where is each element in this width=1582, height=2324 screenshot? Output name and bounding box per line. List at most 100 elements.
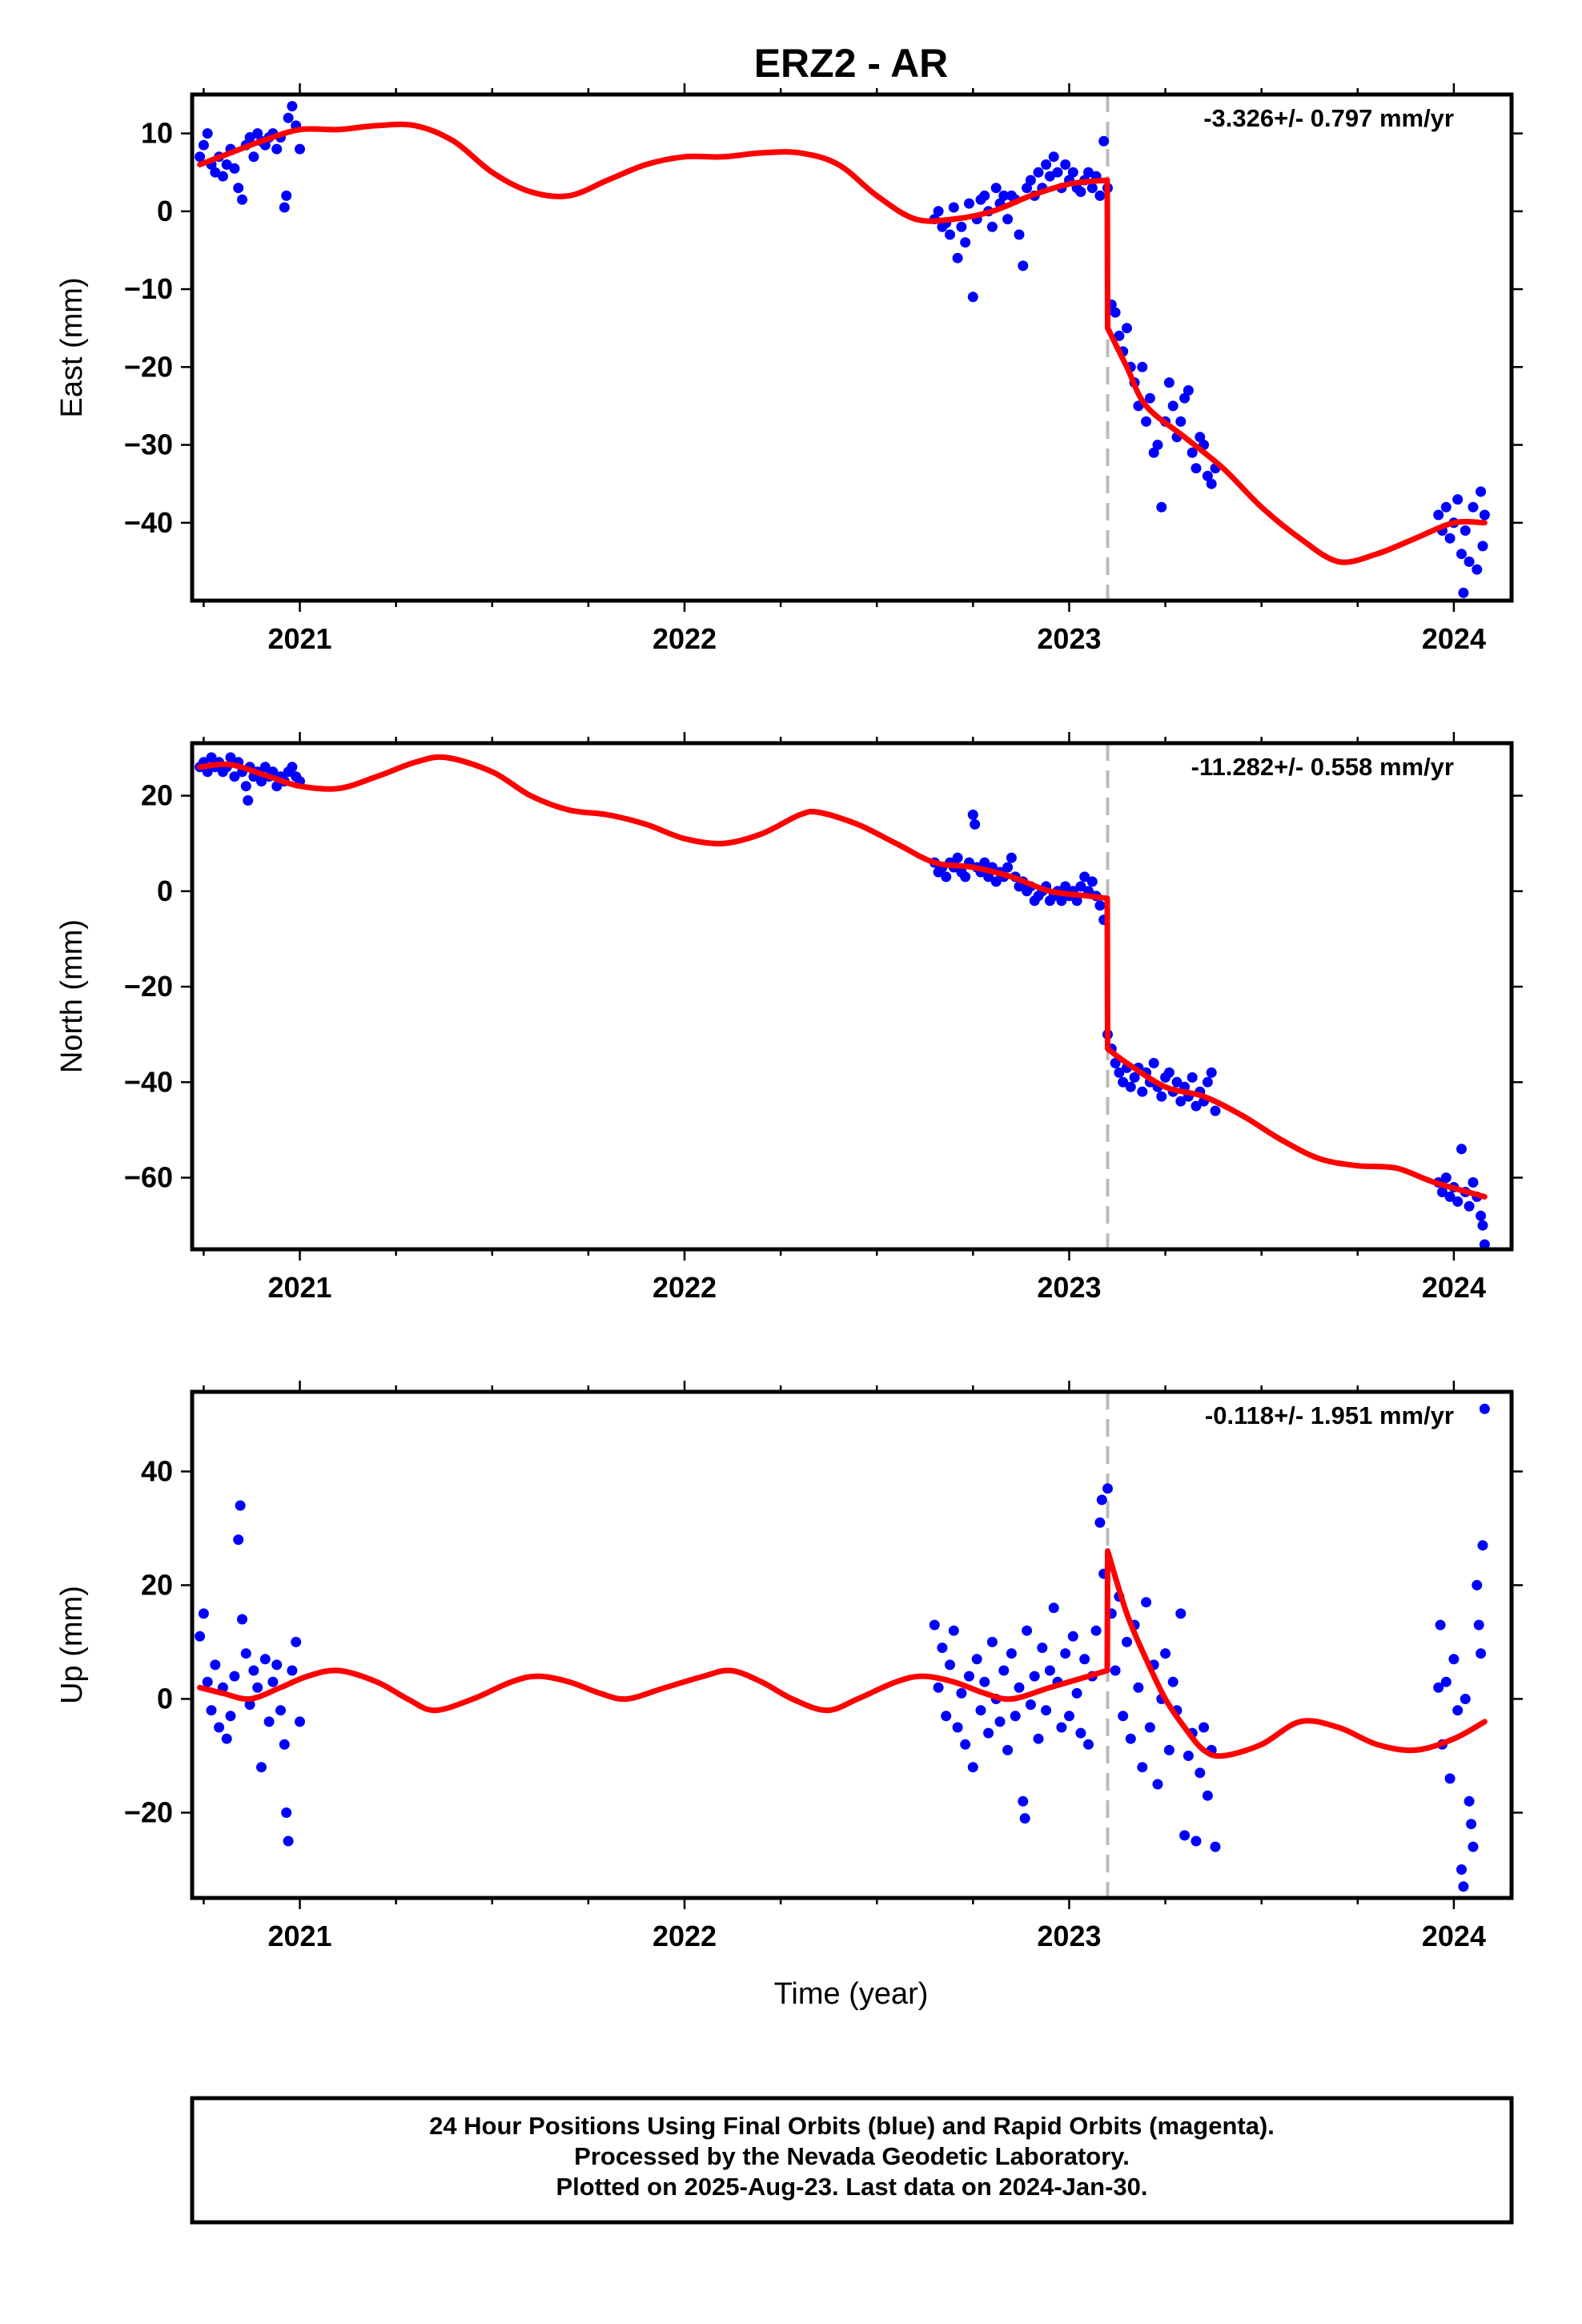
north-y-tick-label: 20 [141, 779, 173, 812]
east-data-point [1167, 400, 1178, 412]
east-y-tick-label: −40 [124, 506, 173, 539]
up-data-point [279, 1739, 290, 1750]
up-data-point [1182, 1751, 1194, 1761]
east-rate-label: -3.326+/- 0.797 mm/yr [1203, 104, 1454, 132]
up-data-point [964, 1671, 974, 1682]
up-data-point [225, 1711, 236, 1722]
east-data-point [1075, 187, 1086, 197]
north-data-point [979, 857, 990, 868]
north-data-point [287, 762, 298, 773]
up-data-point [1010, 1711, 1021, 1722]
up-data-point [975, 1705, 986, 1716]
up-data-point [1167, 1676, 1178, 1687]
up-data-point [1075, 1727, 1086, 1739]
up-data-point [252, 1682, 263, 1693]
up-data-point [1195, 1767, 1206, 1779]
east-data-point [248, 151, 259, 163]
east-data-point [1094, 190, 1106, 201]
north-data-point [225, 752, 236, 763]
north-data-point [941, 871, 952, 883]
east-data-point [933, 206, 944, 217]
up-data-point [929, 1619, 940, 1630]
north-data-point [990, 876, 1002, 887]
up-data-point [263, 1716, 275, 1727]
east-model-curve [197, 121, 1488, 565]
up-data-point [1444, 1773, 1456, 1784]
east-x-tick-label: 2021 [267, 622, 331, 655]
up-data-point [1067, 1630, 1078, 1642]
up-data-point [956, 1687, 967, 1699]
up-x-tick-label: 2022 [652, 1920, 717, 1952]
up-data-point [1175, 1608, 1186, 1619]
north-data-point [1452, 1196, 1464, 1207]
up-y-tick-label: 0 [157, 1682, 173, 1715]
north-x-tick-label: 2021 [267, 1271, 331, 1304]
up-rate-label: -0.118+/- 1.951 mm/yr [1205, 1401, 1454, 1429]
north-data-point [952, 852, 963, 863]
up-data-point [986, 1636, 998, 1647]
north-data-point [243, 795, 254, 806]
east-data-point [1156, 501, 1167, 513]
north-data-point [259, 762, 271, 773]
up-plot-frame [190, 1389, 1514, 1900]
east-data-point [1052, 167, 1063, 178]
up-data-point [1110, 1665, 1121, 1676]
up-data-point [967, 1762, 978, 1773]
east-data-point [1025, 175, 1036, 186]
up-data-point [1122, 1636, 1132, 1647]
east-data-point [1110, 307, 1121, 318]
up-data-point [1090, 1625, 1102, 1636]
east-data-point [1179, 392, 1191, 404]
east-data-point [1206, 478, 1217, 489]
east-data-point [960, 237, 971, 248]
east-data-point [945, 229, 955, 240]
north-data-point [1125, 1081, 1136, 1092]
up-data-point [1071, 1687, 1082, 1699]
east-data-point [1086, 183, 1098, 194]
up-data-point [945, 1659, 955, 1671]
up-data-point [1037, 1642, 1048, 1654]
north-data-point [1456, 1144, 1467, 1155]
north-x-tick-label: 2023 [1037, 1271, 1101, 1304]
up-data-point [1064, 1711, 1074, 1722]
east-data-point [956, 221, 967, 232]
east-data-point [1148, 447, 1159, 458]
north-data-point [1440, 1172, 1452, 1184]
north-data-point [1468, 1177, 1479, 1188]
north-data-point [1075, 881, 1086, 892]
north-x-tick-label: 2022 [652, 1271, 717, 1304]
up-x-tick-label: 2023 [1037, 1920, 1101, 1952]
up-data-point [1160, 1648, 1171, 1659]
north-data-point [1056, 895, 1067, 907]
east-data-point [233, 183, 244, 194]
east-data-point [1018, 260, 1029, 271]
east-data-point [198, 139, 209, 151]
north-data-point [1477, 1220, 1488, 1231]
east-data-point [979, 190, 990, 201]
north-data-point [1086, 876, 1098, 887]
east-data-point [210, 167, 221, 178]
up-data-point [1460, 1694, 1471, 1704]
north-data-point [1129, 1072, 1140, 1083]
north-data-point [1110, 1058, 1121, 1068]
east-data-point [229, 163, 240, 174]
north-data-point [967, 809, 978, 820]
east-data-point [1137, 361, 1148, 372]
north-data-point [1464, 1200, 1475, 1212]
north-rate-label: -11.282+/- 0.558 mm/yr [1191, 753, 1454, 781]
east-data-point [1044, 171, 1055, 182]
north-data-point [1476, 1210, 1487, 1221]
east-y-tick-label: 10 [141, 117, 173, 150]
east-data-point [1114, 330, 1125, 341]
east-data-point [1433, 509, 1444, 521]
east-data-point [1048, 151, 1059, 163]
east-y-tick-label: −30 [124, 428, 173, 461]
up-data-point [1025, 1699, 1036, 1711]
east-data-point [1479, 509, 1490, 521]
north-data-point [1191, 1100, 1202, 1112]
east-data-point [283, 112, 294, 123]
footer-box: 24 Hour Positions Using Final Orbits (bl… [190, 2096, 1514, 2225]
north-data-point [256, 776, 267, 787]
north-data-point [1094, 900, 1106, 911]
